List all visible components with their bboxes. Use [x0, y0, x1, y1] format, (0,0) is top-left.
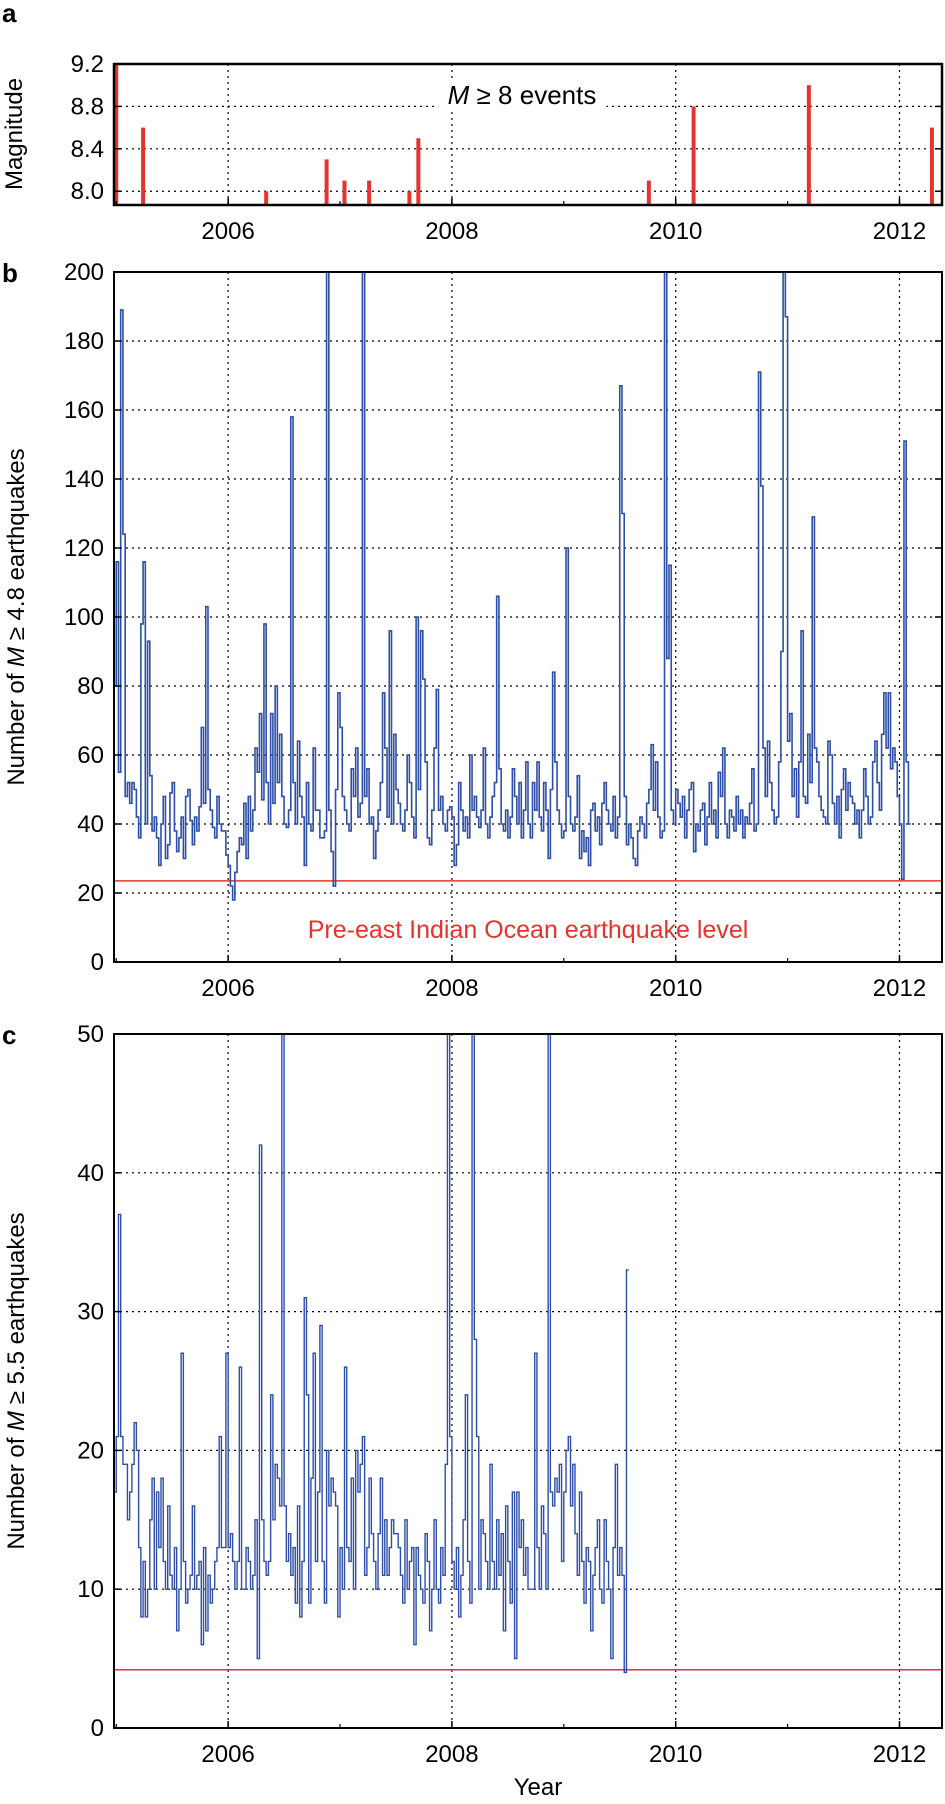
panel-b-y-ticks: 0 20 40 60 80 100 120 140 160 180 200 — [64, 259, 942, 976]
b-ylabel-b: ≥ 4.8 earthquakes — [3, 448, 30, 647]
annotation-rest: ≥ 8 events — [469, 80, 596, 110]
x-tick-label: 2010 — [649, 975, 702, 1002]
x-tick-label: 2012 — [873, 218, 926, 245]
y-tick-label: 160 — [64, 397, 104, 424]
panel-b-label: b — [2, 258, 18, 288]
panel-b-reference-label: Pre-east Indian Ocean earthquake level — [308, 916, 749, 944]
panel-a: a 8.0 8.4 8.8 9.2 2006 2008 2010 2012 Magnitud… — [1, 0, 944, 245]
panel-a-label: a — [2, 0, 17, 28]
y-tick-label: 20 — [77, 1437, 104, 1464]
annotation-m: M — [448, 80, 470, 110]
y-tick-label: 8.0 — [71, 178, 104, 205]
x-tick-label: 2006 — [201, 1741, 254, 1768]
x-tick-label: 2006 — [201, 975, 254, 1002]
x-tick-label: 2012 — [873, 975, 926, 1002]
b-ylabel-a: Number of — [3, 667, 30, 786]
series-line — [114, 271, 911, 901]
panel-c-label: c — [2, 1020, 16, 1050]
y-tick-label: 8.8 — [71, 93, 104, 120]
event-bar — [141, 127, 146, 205]
panel-a-x-ticks: 2006 2008 2010 2012 — [115, 198, 926, 245]
y-tick-label: 80 — [77, 673, 104, 700]
x-tick-label: 2008 — [425, 975, 478, 1002]
panel-c-x-ticks: 2006 2008 2010 2012 — [115, 1721, 926, 1768]
y-tick-label: 20 — [77, 880, 104, 907]
y-tick-label: 0 — [91, 949, 104, 976]
panel-a-y-label: Magnitude — [1, 78, 28, 190]
panel-a-bars — [114, 64, 934, 205]
event-bar — [264, 191, 269, 205]
y-tick-label: 50 — [77, 1021, 104, 1048]
y-tick-label: 9.2 — [71, 51, 104, 78]
x-tick-label: 2010 — [649, 218, 702, 245]
panel-a-frame — [112, 62, 944, 207]
y-tick-label: 8.4 — [71, 136, 104, 163]
event-bar — [646, 180, 651, 205]
event-bar — [367, 180, 372, 205]
y-tick-label: 40 — [77, 1160, 104, 1187]
x-tick-label: 2008 — [425, 218, 478, 245]
y-tick-label: 180 — [64, 328, 104, 355]
y-tick-label: 10 — [77, 1576, 104, 1603]
panel-a-annotation: M ≥ 8 events — [448, 80, 597, 110]
series-line — [114, 1033, 629, 1674]
panel-c-x-label: Year — [514, 1774, 563, 1799]
b-ylabel-m: M — [3, 647, 30, 667]
panel-b-x-ticks: 2006 2008 2010 2012 — [115, 955, 926, 1002]
event-bar — [416, 138, 421, 205]
panel-b-series — [114, 271, 942, 901]
y-tick-label: 100 — [64, 604, 104, 631]
y-tick-label: 0 — [91, 1715, 104, 1742]
c-ylabel-a: Number of — [3, 1431, 30, 1550]
event-bar — [806, 85, 811, 205]
x-tick-label: 2008 — [425, 1741, 478, 1768]
event-bar — [114, 64, 119, 205]
event-bar — [324, 159, 329, 205]
y-tick-label: 40 — [77, 811, 104, 838]
event-bar — [691, 106, 696, 205]
y-tick-label: 120 — [64, 535, 104, 562]
y-tick-label: 60 — [77, 742, 104, 769]
event-bar — [929, 127, 934, 205]
panel-b-grid — [114, 272, 942, 962]
panel-c-y-ticks: 0 10 20 30 40 50 — [77, 1021, 942, 1742]
x-tick-label: 2010 — [649, 1741, 702, 1768]
c-ylabel-b: ≥ 5.5 earthquakes — [3, 1212, 30, 1411]
x-tick-label: 2006 — [201, 218, 254, 245]
panel-c-grid — [114, 1034, 942, 1728]
panel-a-y-ticks: 8.0 8.4 8.8 9.2 — [71, 51, 942, 205]
y-tick-label: 140 — [64, 466, 104, 493]
panel-b-y-label: Number of M ≥ 4.8 earthquakes — [3, 448, 30, 785]
y-tick-label: 200 — [64, 259, 104, 286]
event-bar — [407, 191, 412, 205]
y-tick-label: 30 — [77, 1299, 104, 1326]
x-tick-label: 2012 — [873, 1741, 926, 1768]
panel-c-y-label: Number of M ≥ 5.5 earthquakes — [3, 1212, 30, 1549]
c-ylabel-m: M — [3, 1411, 30, 1431]
annotation-background — [437, 78, 607, 112]
panel-c-frame — [113, 1033, 943, 1729]
panel-c: c 0 10 20 30 40 50 2006 2008 2010 2012 Number of… — [2, 1020, 943, 1801]
event-bar — [342, 180, 347, 205]
panel-c-series — [114, 1033, 942, 1674]
